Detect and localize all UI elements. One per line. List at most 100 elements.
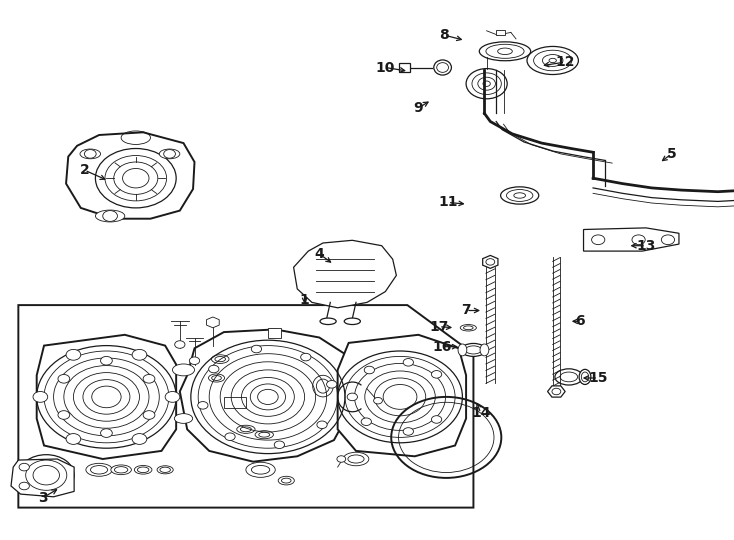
Circle shape [164,150,175,158]
Circle shape [58,410,70,419]
Ellipse shape [579,369,591,384]
Polygon shape [338,335,466,456]
Bar [224,397,246,408]
Text: 3: 3 [37,491,48,505]
Polygon shape [294,240,396,308]
Text: 11: 11 [438,195,457,210]
Ellipse shape [236,426,255,433]
Circle shape [432,416,442,423]
Circle shape [347,393,357,401]
Ellipse shape [434,60,451,75]
Ellipse shape [501,187,539,204]
Circle shape [327,381,337,388]
Ellipse shape [320,318,336,325]
Ellipse shape [111,465,131,475]
Ellipse shape [255,431,273,438]
Circle shape [165,392,180,402]
Ellipse shape [134,465,152,474]
Circle shape [251,345,261,353]
Circle shape [317,421,327,429]
Circle shape [661,235,675,245]
Circle shape [101,429,112,437]
Circle shape [103,211,117,221]
Ellipse shape [175,414,192,423]
Bar [496,30,505,35]
Circle shape [84,150,96,158]
Polygon shape [206,317,219,328]
Circle shape [361,418,371,426]
Circle shape [466,69,507,99]
Circle shape [175,341,185,348]
Text: 16: 16 [432,340,451,354]
Ellipse shape [555,369,583,385]
Text: 5: 5 [666,147,677,161]
Circle shape [132,434,147,444]
Ellipse shape [344,318,360,325]
Circle shape [132,349,147,360]
Text: 6: 6 [575,314,585,328]
Text: 15: 15 [589,371,608,385]
Circle shape [19,482,29,490]
Circle shape [143,375,155,383]
Ellipse shape [159,149,180,159]
Circle shape [403,359,413,366]
Circle shape [101,356,112,365]
Polygon shape [548,386,565,397]
Text: 8: 8 [439,28,449,42]
Ellipse shape [86,463,112,476]
Circle shape [66,349,81,360]
Ellipse shape [479,42,531,60]
Polygon shape [37,335,176,459]
Ellipse shape [460,325,476,331]
Ellipse shape [278,476,294,485]
Circle shape [632,235,645,245]
Ellipse shape [157,465,173,474]
Polygon shape [11,459,74,497]
Circle shape [18,455,74,496]
Polygon shape [483,255,498,268]
Circle shape [337,456,346,462]
Circle shape [432,370,442,378]
Ellipse shape [458,344,467,356]
Ellipse shape [95,210,125,222]
Text: 2: 2 [79,163,90,177]
Bar [399,63,410,72]
Polygon shape [584,228,679,251]
Circle shape [301,353,311,361]
Text: 10: 10 [376,60,395,75]
Text: 9: 9 [413,101,424,115]
Circle shape [66,434,81,444]
Text: 13: 13 [636,239,655,253]
Ellipse shape [208,374,225,382]
Bar [268,328,281,338]
Ellipse shape [527,46,578,75]
Ellipse shape [313,375,333,397]
Circle shape [189,357,200,364]
Ellipse shape [343,452,369,465]
Ellipse shape [211,355,229,363]
Text: 14: 14 [471,406,490,420]
Circle shape [275,441,285,449]
Text: 7: 7 [461,303,471,318]
Text: 1: 1 [299,293,310,307]
Circle shape [592,235,605,245]
Ellipse shape [480,344,489,356]
Circle shape [208,365,219,373]
Circle shape [143,410,155,419]
Polygon shape [66,132,195,219]
Circle shape [403,428,413,435]
Circle shape [58,375,70,383]
Circle shape [33,392,48,402]
Circle shape [19,463,29,471]
Ellipse shape [80,149,101,159]
Text: 12: 12 [556,55,575,69]
Ellipse shape [246,462,275,477]
Circle shape [374,397,382,404]
Circle shape [197,402,208,409]
Circle shape [364,366,374,374]
Circle shape [552,388,561,395]
Ellipse shape [172,364,195,376]
Polygon shape [180,329,352,462]
Text: 17: 17 [429,320,448,334]
Circle shape [225,433,235,441]
